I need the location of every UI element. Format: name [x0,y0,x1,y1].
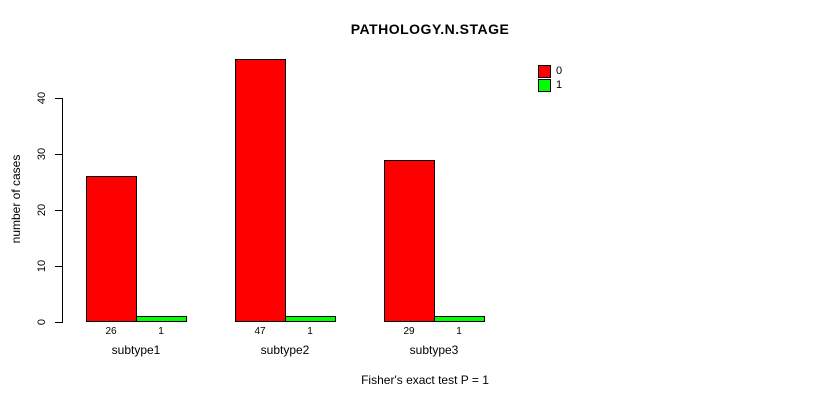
bar-value-label: 29 [403,326,415,337]
bar-subtype2-series0 [235,59,286,322]
chart-title: PATHOLOGY.N.STAGE [350,21,510,37]
x-axis-category-label: subtype2 [260,343,310,357]
bar-value-label: 1 [158,326,164,337]
bar-subtype1-series0 [86,176,137,322]
fisher-test-annotation: Fisher's exact test P = 1 [361,373,489,387]
y-axis-tick [55,154,62,155]
bar-value-label: 1 [307,326,313,337]
bar-value-label: 47 [254,326,266,337]
bar-value-label: 26 [105,326,117,337]
y-axis-tick [55,210,62,211]
y-axis-tick [55,322,62,323]
bar-value-label: 1 [456,326,462,337]
legend-label: 1 [556,78,563,91]
y-axis-label: number of cases [9,154,23,244]
bar-subtype1-series1 [136,316,187,322]
bar-subtype3-series1 [434,316,485,322]
bar-subtype3-series0 [384,160,435,322]
legend-item-1: 1 [538,78,562,92]
y-axis-tick-label: 30 [36,147,48,161]
y-axis-tick [55,266,62,267]
legend-swatch [538,78,551,92]
y-axis-line [62,98,63,323]
x-axis-category-label: subtype3 [409,343,459,357]
y-axis-tick-label: 40 [36,91,48,105]
y-axis-tick [55,98,62,99]
y-axis-tick-label: 0 [36,318,48,326]
y-axis-tick-label: 10 [36,259,48,273]
y-axis-tick-label: 20 [36,203,48,217]
x-axis-category-label: subtype1 [111,343,161,357]
legend-swatch [538,64,551,78]
legend-item-0: 0 [538,64,562,78]
legend-label: 0 [556,64,563,77]
bar-subtype2-series1 [285,316,336,322]
